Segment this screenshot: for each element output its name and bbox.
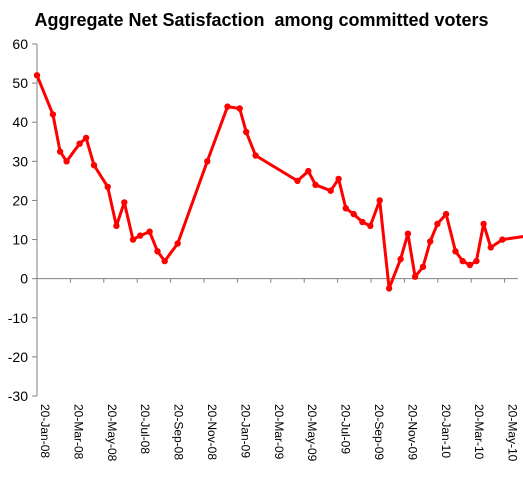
x-tick-label: 20-Mar-08 [71,404,85,460]
data-point [49,111,57,118]
x-tick-label: 20-Sep-09 [372,404,386,460]
data-point [174,240,181,247]
x-tick-label: 20-Jan-09 [238,404,252,458]
data-point [452,248,459,255]
x-tick-label: 20-Sep-08 [172,404,186,460]
data-point [305,167,312,175]
y-tick-label: 10 [12,232,28,248]
y-tick-label: 30 [12,153,28,169]
x-tick-label: 20-Jul-08 [138,404,152,454]
y-tick-label: 60 [12,36,28,52]
data-point [397,255,404,263]
data-point [33,72,41,79]
data-point [204,158,211,165]
data-point [419,263,427,271]
data-point [161,257,168,265]
series-satisfaction [33,72,523,292]
x-tick-label: 20-Jan-08 [38,404,52,458]
data-point [82,134,90,142]
series-line [35,74,523,290]
x-tick-label: 20-Mar-10 [472,404,486,460]
y-tick-label: -10 [8,310,28,326]
y-tick-label: -20 [8,349,28,365]
data-point [146,228,153,235]
y-tick-label: 40 [12,114,28,130]
data-point [385,285,393,292]
data-point [129,236,137,243]
x-tick-label: 20-Nov-08 [205,404,219,460]
data-point [434,220,441,228]
data-point [224,103,231,110]
data-point [359,218,366,226]
data-point [404,230,412,237]
data-point [252,152,259,159]
data-point [113,222,120,230]
data-point [350,210,357,218]
chart-title: Aggregate Net Satisfaction among committ… [34,10,489,30]
x-tick-label: 20-May-08 [105,404,119,462]
data-point [90,162,98,169]
data-point [376,197,383,204]
data-point [104,183,111,190]
data-point [480,220,487,228]
data-point [487,244,494,251]
data-point [327,187,334,194]
x-tick-label: 20-May-10 [506,404,520,462]
y-axis: 60 50 40 30 20 10 0 -10 -20 -30 [8,36,38,404]
data-point [367,222,374,230]
data-point [466,261,474,269]
y-tick-label: -30 [8,388,28,404]
x-tick-label: 20-Nov-09 [405,404,419,460]
data-point [294,177,301,185]
data-point [442,210,450,218]
data-point [137,232,144,239]
x-axis: 20-Jan-08 20-Mar-08 20-May-08 20-Jul-08 20-S… [36,278,520,462]
data-point [56,148,64,155]
data-point [236,105,243,112]
data-point [243,128,250,136]
data-point [473,257,480,265]
x-tick-label: 20-May-09 [305,404,319,462]
data-point [154,248,161,255]
x-tick-label: 20-Jan-10 [439,404,453,458]
data-point [342,205,349,212]
y-tick-label: 0 [20,271,28,287]
data-point [63,158,70,165]
data-point [411,273,419,280]
data-point [335,175,342,183]
data-point [76,140,83,147]
data-point [459,257,466,265]
y-tick-label: 50 [12,75,28,91]
data-point [121,199,128,206]
data-point [427,238,434,245]
x-tick-label: 20-Jul-09 [339,404,353,454]
y-tick-label: 20 [12,192,28,208]
data-point [312,181,319,188]
x-tick-label: 20-Mar-09 [272,404,286,460]
data-point [499,236,506,243]
